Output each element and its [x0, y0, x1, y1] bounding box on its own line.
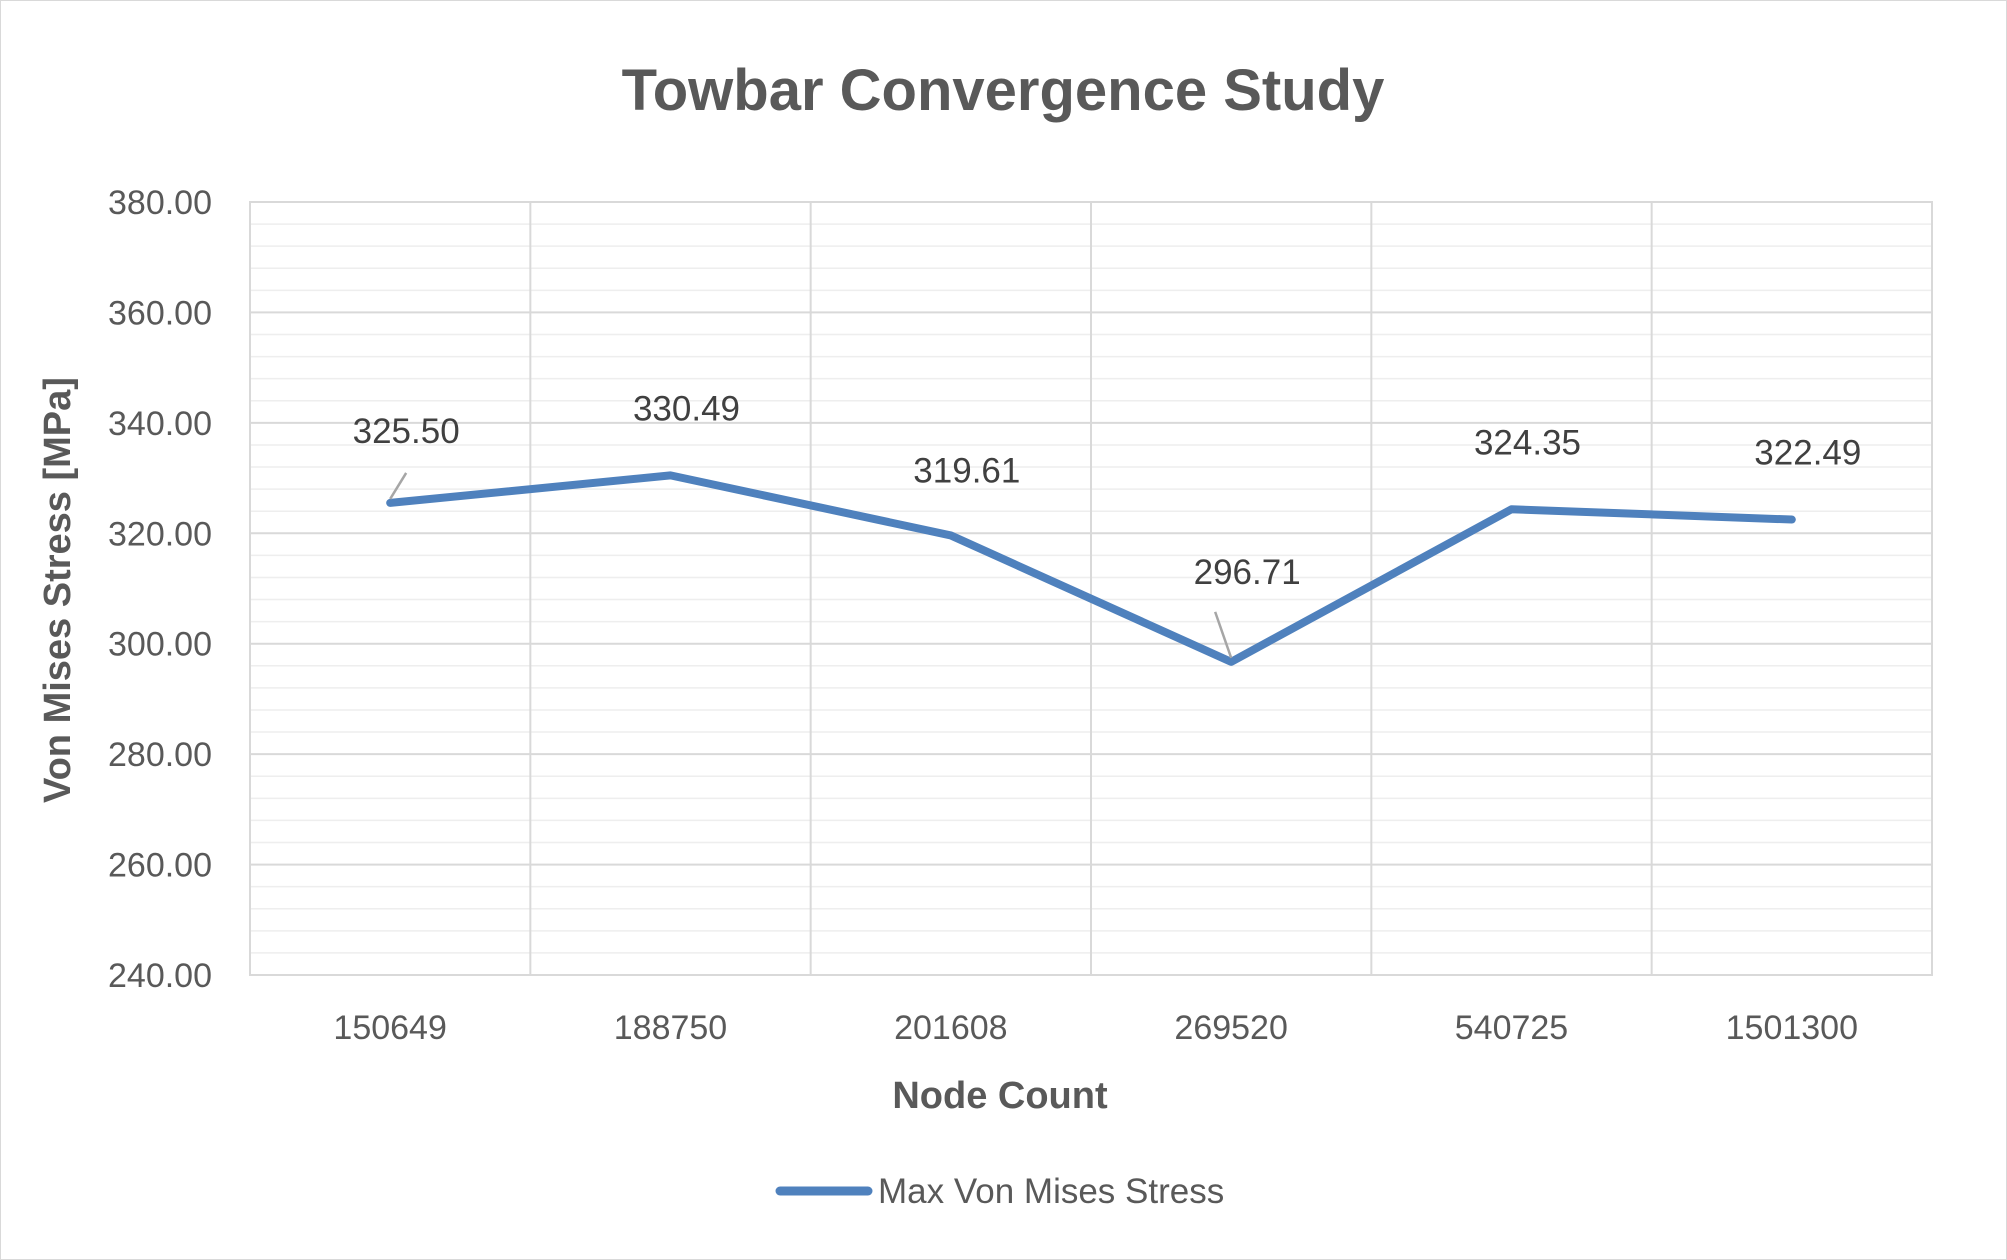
data-point [1790, 518, 1793, 521]
data-point [389, 501, 392, 504]
y-axis-tick-labels: 380.00 360.00 340.00 320.00 300.00 280.00 260.… [108, 184, 212, 995]
y-tick-label: 340.00 [108, 405, 212, 443]
x-tick-label: 201608 [894, 1009, 1007, 1047]
data-point [1230, 660, 1233, 663]
plot-area-border [249, 201, 1933, 976]
y-tick-label: 240.00 [108, 957, 212, 995]
y-tick-label: 280.00 [108, 736, 212, 774]
data-label: 324.35 [1474, 423, 1581, 462]
leader-line [389, 472, 408, 500]
x-tick-label: 540725 [1455, 1009, 1568, 1047]
legend-label: Max Von Mises Stress [878, 1172, 1224, 1211]
y-axis-title: Von Mises Stress [MPa] [37, 377, 79, 803]
x-tick-label: 1501300 [1726, 1009, 1858, 1047]
x-axis-tick-labels: 150649 188750 201608 269520 540725 1501300 [333, 1009, 1858, 1047]
y-tick-label: 260.00 [108, 847, 212, 885]
chart-title: Towbar Convergence Study [622, 58, 1385, 123]
data-point [949, 534, 952, 537]
y-tick-label: 300.00 [108, 626, 212, 664]
data-point [669, 474, 672, 477]
x-tick-label: 188750 [614, 1009, 727, 1047]
data-labels: 325.50 330.49 319.61 296.71 324.35 322.49 [353, 389, 1862, 592]
x-axis-title: Node Count [892, 1075, 1108, 1117]
series-max-von-mises-stress [386, 471, 1796, 666]
x-tick-label: 269520 [1174, 1009, 1287, 1047]
data-label: 322.49 [1754, 434, 1861, 473]
data-label: 319.61 [913, 451, 1020, 490]
leader-line [1213, 611, 1233, 659]
data-label-leader-lines [389, 472, 1233, 659]
y-tick-label: 360.00 [108, 294, 212, 332]
data-point [1510, 508, 1513, 511]
data-label: 296.71 [1194, 553, 1301, 592]
vertical-gridlines [529, 202, 1653, 975]
data-label: 330.49 [633, 389, 740, 428]
data-label: 325.50 [353, 412, 460, 451]
x-tick-label: 150649 [333, 1009, 446, 1047]
y-tick-label: 320.00 [108, 515, 212, 553]
series-line [386, 471, 1796, 666]
y-tick-label: 380.00 [108, 184, 212, 222]
legend: Max Von Mises Stress [775, 1172, 1224, 1211]
